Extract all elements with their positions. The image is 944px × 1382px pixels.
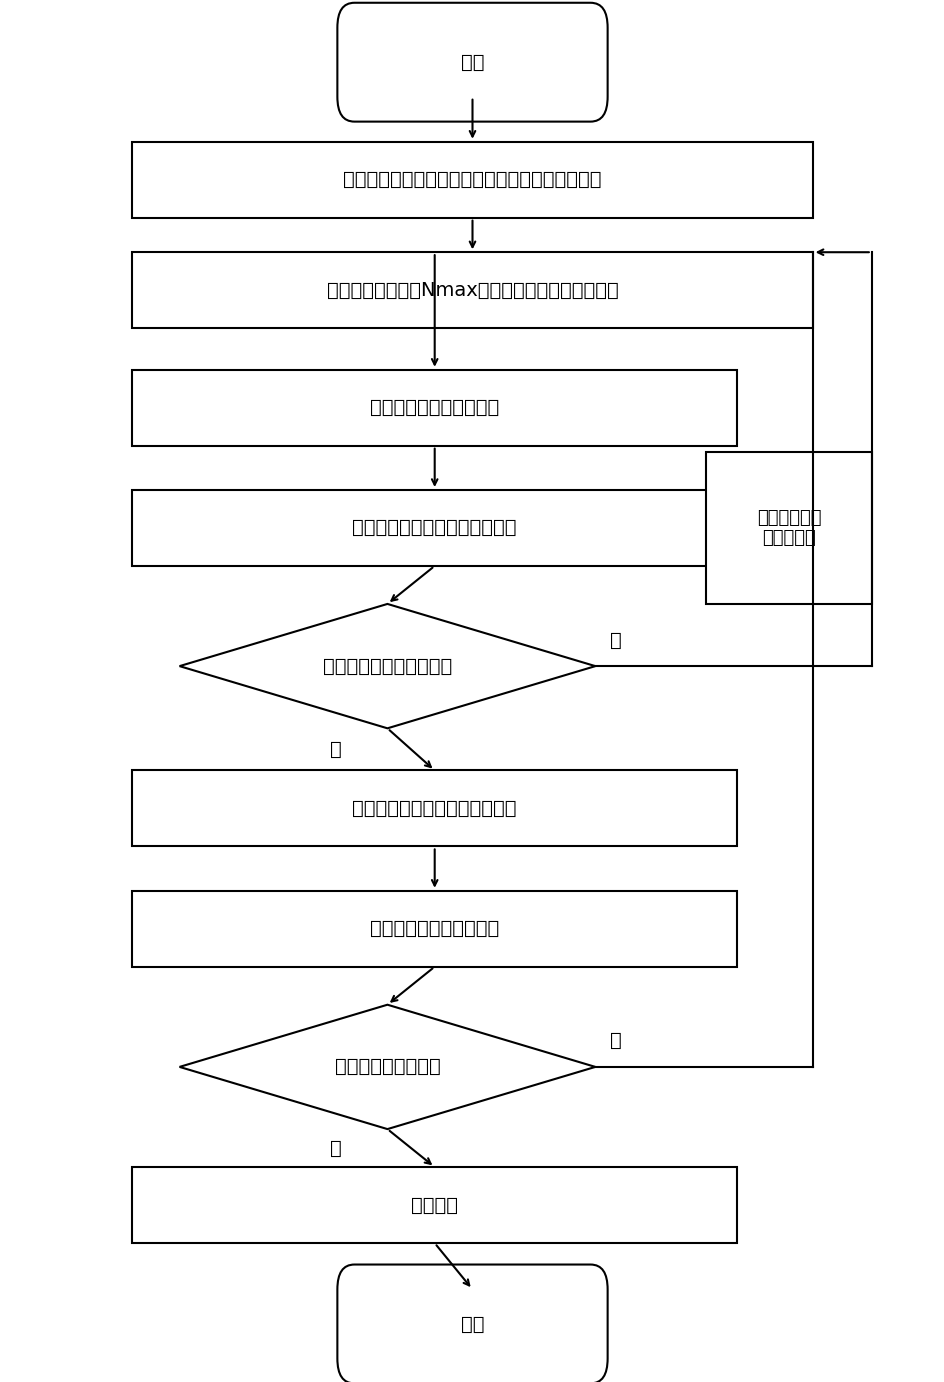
Text: 获取电网数据，生成典型计算场景，获取场景概率: 获取电网数据，生成典型计算场景，获取场景概率 [343, 170, 601, 189]
Text: 否: 否 [609, 630, 620, 650]
Text: 生成下层初始染色体编码: 生成下层初始染色体编码 [370, 398, 498, 417]
Text: 达到最大迭代次数？: 达到最大迭代次数？ [334, 1057, 440, 1077]
Bar [132, 771, 736, 846]
Text: 遗传操作，生
成新的群体: 遗传操作，生 成新的群体 [756, 509, 820, 547]
Text: 输出结果: 输出结果 [411, 1195, 458, 1215]
Bar [132, 142, 812, 218]
Text: 遗传操作，生成新的群体: 遗传操作，生成新的群体 [370, 919, 498, 938]
Bar [132, 369, 736, 446]
Bar [132, 1166, 736, 1244]
Bar [705, 452, 870, 604]
Text: 是: 是 [329, 739, 341, 759]
Text: 计算周期内连续潮流计算与分析: 计算周期内连续潮流计算与分析 [352, 518, 516, 538]
Text: 结束: 结束 [461, 1314, 483, 1334]
Polygon shape [179, 604, 595, 728]
Text: 否: 否 [609, 1031, 620, 1050]
Bar [132, 489, 736, 567]
Polygon shape [179, 1005, 595, 1129]
FancyBboxPatch shape [337, 3, 607, 122]
Bar [132, 891, 736, 967]
FancyBboxPatch shape [337, 1265, 607, 1382]
Text: 设置最大迭代次数Nmax，生成上层初始染色体编码: 设置最大迭代次数Nmax，生成上层初始染色体编码 [327, 281, 617, 300]
Bar [132, 252, 812, 329]
Text: 是: 是 [329, 1139, 341, 1158]
Text: 满足下层目标函数最优？: 满足下层目标函数最优？ [323, 656, 451, 676]
Text: 开始: 开始 [461, 53, 483, 72]
Text: 下层结果返回上层进行优化计算: 下层结果返回上层进行优化计算 [352, 799, 516, 818]
